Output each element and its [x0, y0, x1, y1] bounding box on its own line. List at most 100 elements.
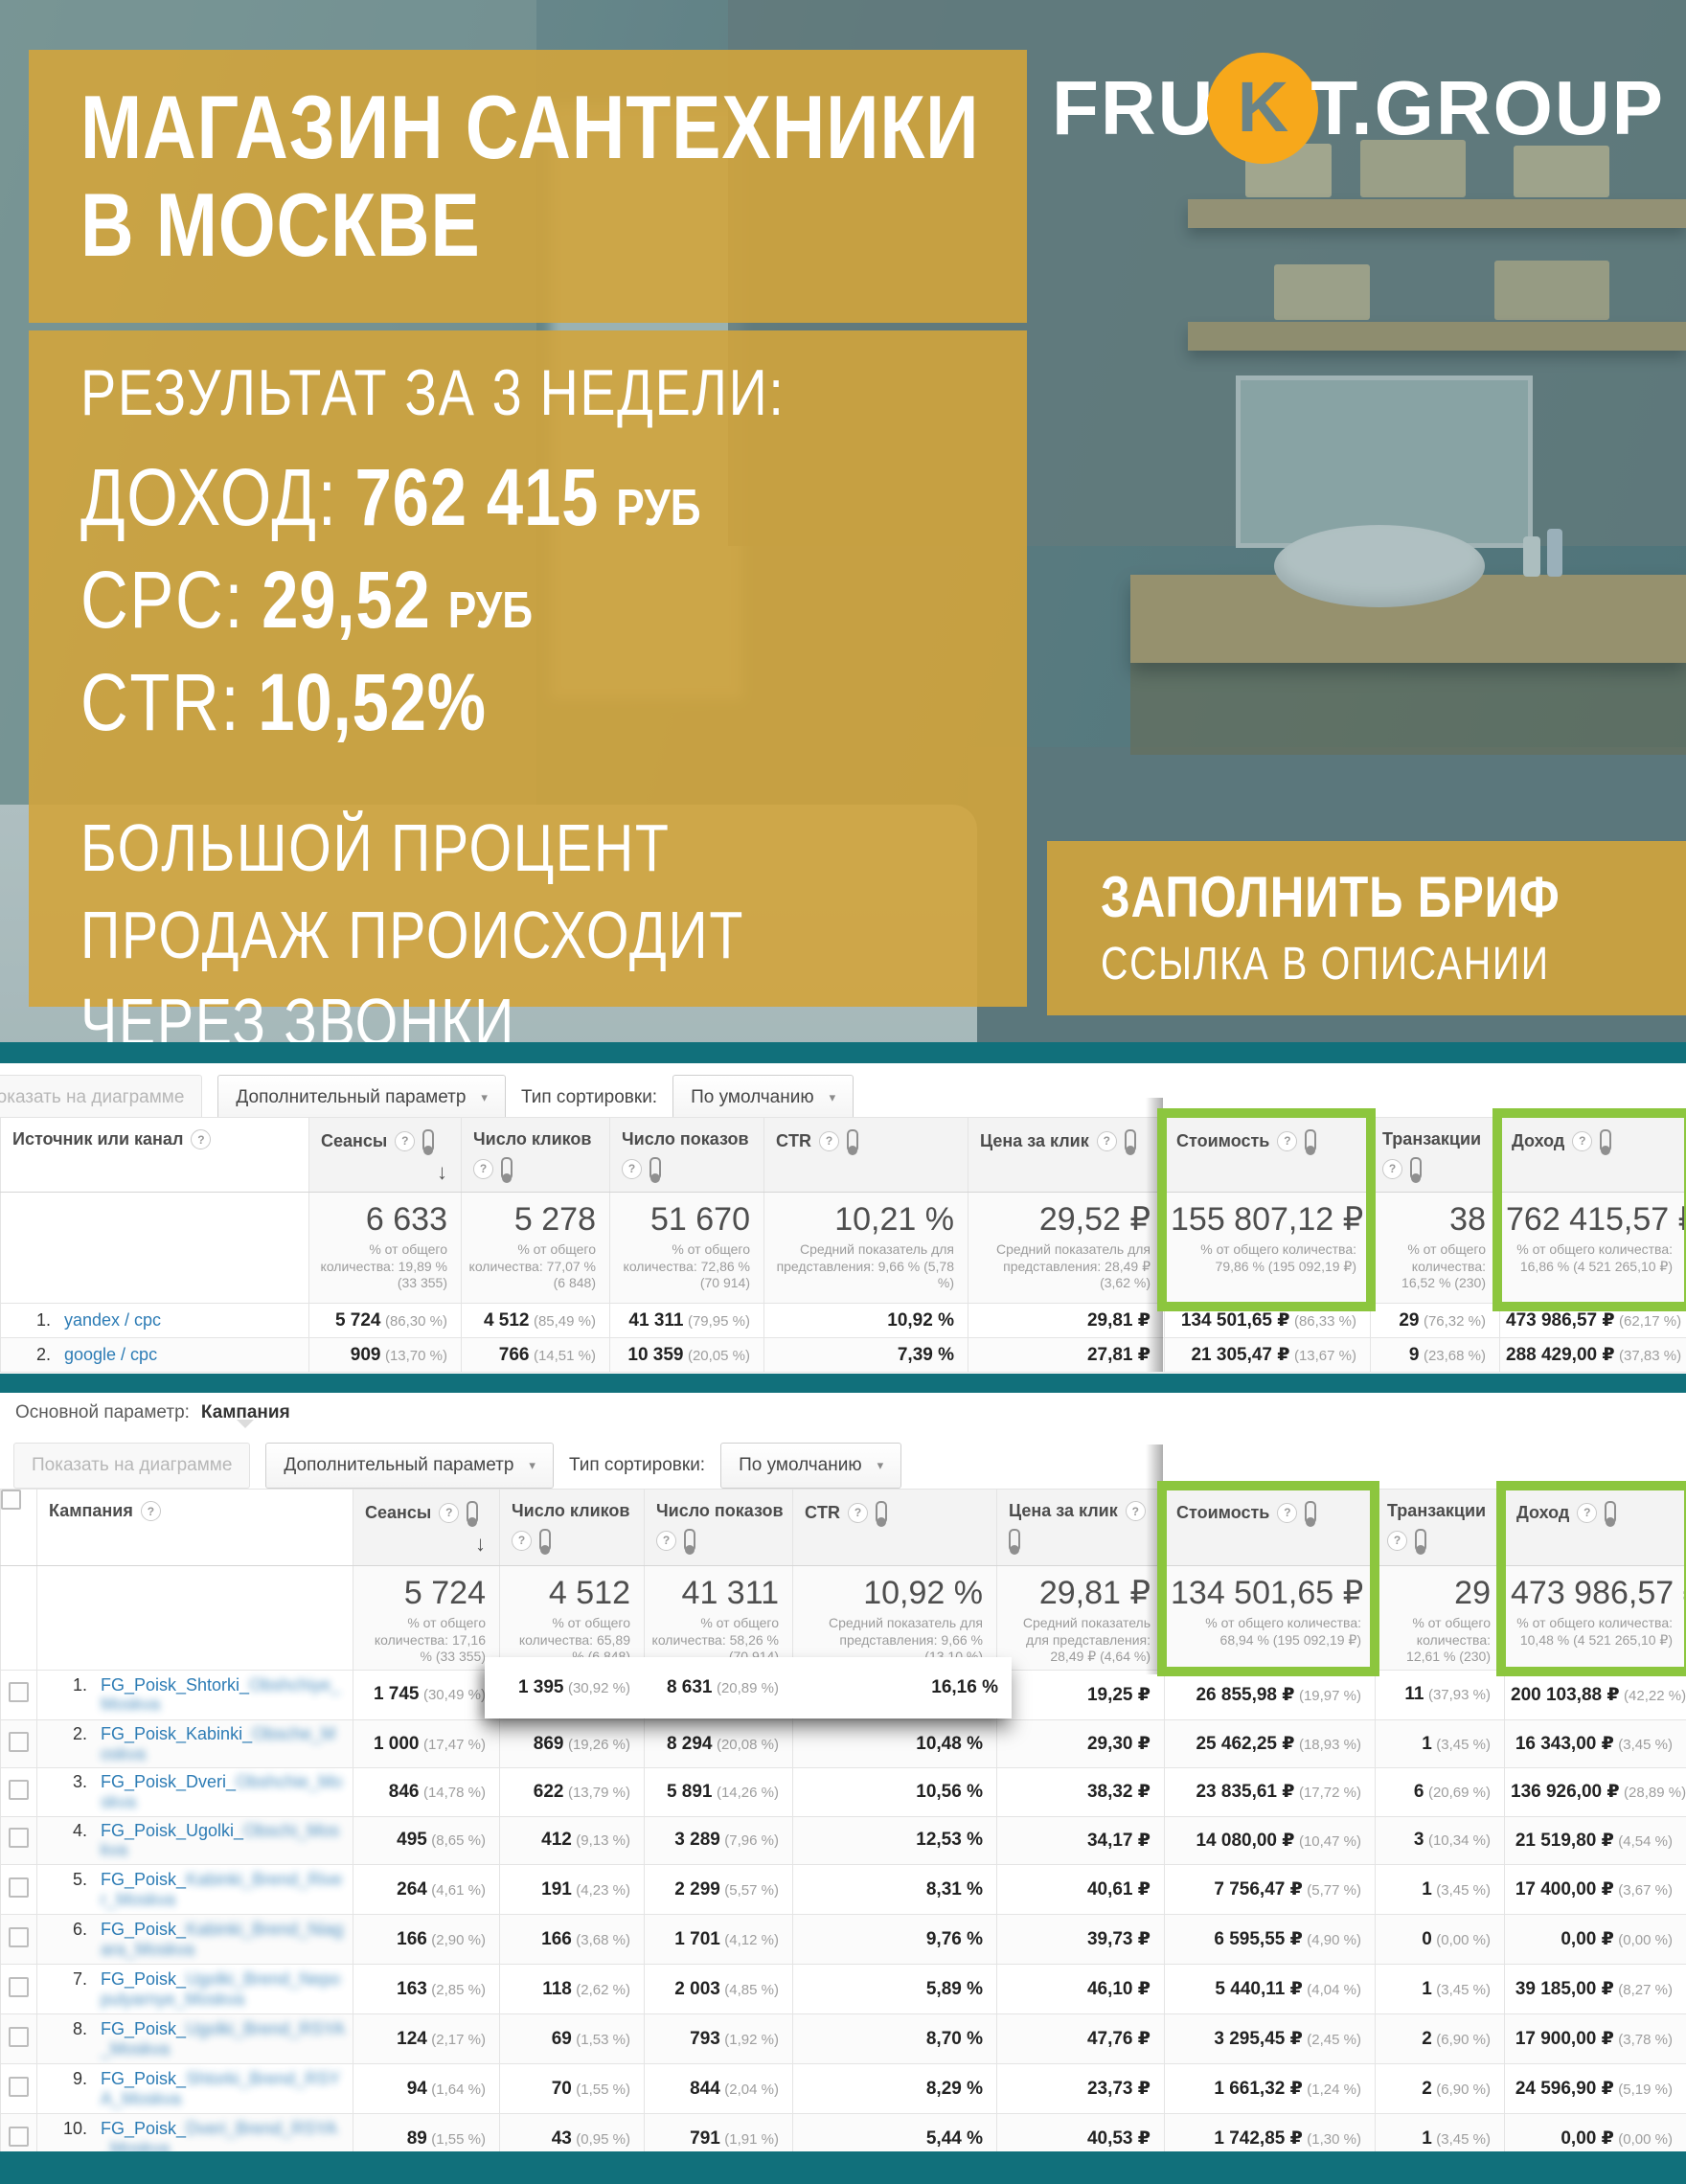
cell-source: 2. google / cpc	[0, 1337, 309, 1373]
help-icon[interactable]: ?	[1387, 1530, 1407, 1551]
help-icon[interactable]: ?	[622, 1158, 642, 1179]
help-icon[interactable]: ?	[656, 1530, 676, 1551]
row-checkbox[interactable]	[9, 2026, 29, 2047]
source-link[interactable]: google / cpc	[64, 1345, 158, 1365]
help-icon[interactable]: ?	[395, 1130, 416, 1151]
column-header-revenue[interactable]: Доход?	[1499, 1117, 1686, 1193]
help-icon[interactable]: ?	[1125, 1501, 1146, 1521]
blurred-text: Obsche_Moskva	[101, 1723, 336, 1763]
column-header-cpc[interactable]: Цена за клик?	[996, 1489, 1165, 1566]
secondary-parameter-dropdown[interactable]: Дополнительный параметр ▾	[265, 1443, 554, 1489]
column-header-transactions[interactable]: Транзакции?	[1370, 1117, 1500, 1193]
photo-sink-bowl	[1274, 525, 1485, 607]
column-header-source[interactable]: Источник или канал?	[0, 1117, 309, 1193]
help-icon[interactable]: ?	[512, 1530, 532, 1551]
campaign-link[interactable]: FG_Poisk_Kabinki_Brend_Niagara_Moskva	[101, 1919, 344, 1959]
row-checkbox[interactable]	[9, 1682, 29, 1703]
summary-row: 5 724% от общего количества: 17,16 % (33…	[0, 1565, 1686, 1671]
analytics-table-campaigns: Основной параметр: Кампания Показать на …	[0, 1393, 1686, 2151]
row-checkbox[interactable]	[9, 1731, 29, 1752]
campaign-link[interactable]: FG_Poisk_Kabinki_Brend_River_Moskva	[101, 1869, 343, 1909]
row-checkbox[interactable]	[9, 1779, 29, 1800]
column-header-sessions[interactable]: Сеансы? ↓	[308, 1117, 462, 1193]
cell-campaign: 5. FG_Poisk_Kabinki_Brend_River_Moskva	[36, 1864, 353, 1916]
row-checkbox[interactable]	[9, 1926, 29, 1947]
column-header-revenue[interactable]: Доход?	[1504, 1489, 1686, 1566]
table-row: 7. FG_Poisk_Ugolki_Brend_Nepopulyarnye_Mo…	[0, 1964, 1686, 2015]
secondary-parameter-dropdown[interactable]: Дополнительный параметр ▾	[217, 1075, 506, 1121]
cell-clicks: 412 (9,13 %)	[499, 1815, 645, 1866]
campaign-link[interactable]: FG_Poisk_Ugolki_Brend_Nepopulyarnye_Mosk…	[101, 1968, 341, 2009]
column-header-transactions[interactable]: Транзакции?	[1375, 1489, 1505, 1566]
help-icon[interactable]: ?	[1577, 1502, 1598, 1523]
summary-cost: 134 501,65 ₽% от общего количества: 68,9…	[1164, 1565, 1376, 1671]
cell-ctr: 7,39 %	[763, 1337, 968, 1373]
campaign-link[interactable]: FG_Poisk_Dveri_Brend_RSYA_Moskva	[101, 2119, 345, 2151]
column-header-cost[interactable]: Стоимость?	[1164, 1117, 1371, 1193]
column-header-clicks[interactable]: Число кликов?	[499, 1489, 645, 1566]
help-icon[interactable]: ?	[473, 1158, 493, 1179]
campaign-link[interactable]: FG_Poisk_Ugolki_Brend_RSYA_Moskva	[101, 2018, 345, 2059]
help-icon[interactable]: ?	[1572, 1130, 1593, 1151]
logo-text-post: T.GROUP	[1310, 65, 1666, 150]
summary-transactions: 38% от общего количества: 16,52 % (230)	[1370, 1192, 1500, 1304]
summary-ctr: 10,92 % Средний показатель для представле…	[792, 1565, 997, 1671]
cell-clicks: 43 (0,95 %)	[499, 2113, 645, 2151]
help-icon[interactable]: ?	[191, 1129, 212, 1149]
column-header-ctr[interactable]: CTR?	[792, 1489, 997, 1566]
summary-ctr: 10,21 % Средний показатель для представле…	[763, 1192, 968, 1304]
thermometer-icon	[422, 1129, 435, 1152]
column-header-ctr[interactable]: CTR?	[763, 1117, 968, 1193]
cell-cost: 3 295,45 ₽ (2,45 %)	[1164, 2013, 1376, 2065]
cell-clicks: 191 (4,23 %)	[499, 1864, 645, 1916]
cell-ctr: 8,31 %	[792, 1864, 997, 1916]
help-icon[interactable]: ?	[1096, 1130, 1117, 1151]
column-header-cost[interactable]: Стоимость?	[1164, 1489, 1376, 1566]
column-header-impressions[interactable]: Число показов?	[609, 1117, 764, 1193]
column-header-campaign[interactable]: Кампания?	[36, 1489, 353, 1566]
help-icon[interactable]: ?	[1277, 1130, 1298, 1151]
cell-campaign: 9. FG_Poisk_Shtorki_Brend_RSYA_Moskva	[36, 2063, 353, 2115]
help-icon[interactable]: ?	[848, 1502, 868, 1523]
campaign-link[interactable]: FG_Poisk_Shtorki_Obshchiye_Moskva	[101, 1674, 341, 1715]
select-all-checkbox-cell	[0, 1489, 37, 1566]
sort-type-dropdown[interactable]: По умолчанию ▾	[672, 1075, 854, 1121]
column-header-sessions[interactable]: Сеансы? ↓	[353, 1489, 500, 1566]
campaign-link[interactable]: FG_Poisk_Shtorki_Brend_RSYA_Moskva	[101, 2068, 341, 2108]
cell-cost: 26 855,98 ₽ (19,97 %)	[1164, 1669, 1376, 1720]
analytics-table-source-channel: Показать на диаграмме Дополнительный пар…	[0, 1063, 1686, 1374]
thermometer-icon	[467, 1501, 479, 1524]
summary-cpc: 29,81 ₽ Средний показатель для представле…	[996, 1565, 1165, 1671]
campaign-link[interactable]: FG_Poisk_Ugolki_Obschi_Moskva	[101, 1820, 340, 1860]
help-icon[interactable]: ?	[1382, 1158, 1402, 1179]
ctr-line: CTR: 10,52%	[80, 656, 856, 749]
select-all-checkbox[interactable]	[1, 1490, 21, 1510]
help-icon[interactable]: ?	[439, 1502, 460, 1523]
help-icon[interactable]: ?	[140, 1501, 161, 1521]
help-icon[interactable]: ?	[819, 1130, 839, 1151]
cell-clicks: 69 (1,53 %)	[499, 2013, 645, 2065]
column-header-cpc[interactable]: Цена за клик?	[968, 1117, 1165, 1193]
primary-parameter-tab-campaign[interactable]: Кампания	[201, 1402, 290, 1428]
row-checkbox[interactable]	[9, 1976, 29, 1997]
sort-desc-icon[interactable]: ↓	[475, 1532, 486, 1556]
row-checkbox-cell	[0, 1864, 37, 1916]
cell-sessions: 264 (4,61 %)	[353, 1864, 500, 1916]
thermometer-icon	[1410, 1157, 1422, 1180]
column-header-impressions[interactable]: Число показов?	[644, 1489, 793, 1566]
row-checkbox[interactable]	[9, 1828, 29, 1849]
source-link[interactable]: yandex / cpc	[64, 1310, 162, 1331]
column-header-clicks[interactable]: Число кликов?	[461, 1117, 610, 1193]
sort-type-dropdown[interactable]: По умолчанию ▾	[720, 1443, 902, 1489]
summary-revenue: 473 986,57 ₽% от общего количества: 10,4…	[1504, 1565, 1686, 1671]
help-icon[interactable]: ?	[1277, 1502, 1298, 1523]
row-checkbox[interactable]	[9, 2126, 29, 2147]
photo-mirror	[1236, 375, 1533, 548]
row-checkbox[interactable]	[9, 1877, 29, 1898]
row-checkbox[interactable]	[9, 2076, 29, 2097]
thermometer-icon	[1415, 1529, 1426, 1552]
campaign-link[interactable]: FG_Poisk_Dveri_Obshchie_Moskva	[101, 1772, 343, 1811]
summary-sessions: 6 633% от общего количества: 19,89 % (33…	[308, 1192, 462, 1304]
campaign-link[interactable]: FG_Poisk_Kabinki_Obsche_Moskva	[101, 1723, 336, 1763]
sort-desc-icon[interactable]: ↓	[437, 1160, 447, 1184]
